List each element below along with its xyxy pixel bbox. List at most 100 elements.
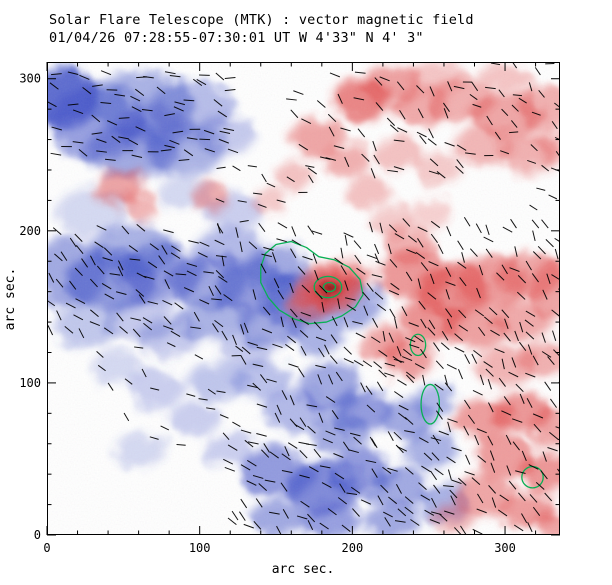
vector-segment bbox=[224, 466, 235, 472]
vector-segment bbox=[417, 278, 422, 289]
vector-segment bbox=[307, 513, 316, 523]
vector-segment bbox=[317, 374, 323, 385]
vector-segment bbox=[374, 77, 383, 86]
vector-segment bbox=[538, 90, 545, 98]
vector-segment bbox=[354, 71, 366, 74]
vector-segment bbox=[291, 226, 297, 237]
vector-segment bbox=[221, 255, 225, 267]
vector-segment bbox=[150, 387, 160, 391]
vector-segment bbox=[324, 344, 330, 355]
vector-segment bbox=[525, 260, 532, 271]
vector-segment bbox=[533, 423, 542, 433]
vector-segment bbox=[501, 358, 505, 370]
vector-segment bbox=[562, 477, 569, 485]
vector-segment bbox=[360, 382, 366, 393]
vector-segment bbox=[371, 438, 378, 449]
vector-segment bbox=[422, 374, 426, 386]
vector-segment bbox=[427, 138, 437, 146]
vector-segment bbox=[376, 381, 384, 392]
vector-segment bbox=[486, 115, 493, 126]
vector-segment bbox=[429, 86, 435, 97]
vector-segment bbox=[530, 144, 538, 152]
vector-segment bbox=[280, 482, 288, 492]
vector-segment bbox=[551, 121, 558, 130]
vector-segment bbox=[420, 318, 427, 329]
vector-segment bbox=[374, 253, 380, 264]
vector-segment bbox=[483, 316, 493, 325]
vector-segment bbox=[235, 345, 244, 352]
vector-segment bbox=[396, 81, 405, 91]
vector-segment bbox=[541, 219, 549, 229]
vector-segment bbox=[525, 372, 536, 378]
x-axis-label: arc sec. bbox=[272, 562, 335, 577]
vector-segment bbox=[476, 428, 487, 434]
vector-segment bbox=[211, 298, 222, 301]
vector-segment bbox=[215, 72, 225, 81]
vector-segment bbox=[494, 131, 501, 140]
vector-segment bbox=[173, 106, 184, 112]
vector-segment bbox=[540, 470, 548, 480]
vector-segment bbox=[252, 289, 257, 300]
vector-segment bbox=[163, 325, 174, 330]
vector-segment bbox=[555, 426, 559, 429]
vector-segment bbox=[54, 253, 63, 262]
vector-segment bbox=[341, 524, 351, 532]
vector-segment bbox=[300, 500, 310, 508]
vector-segment bbox=[161, 245, 168, 255]
vector-segment bbox=[459, 277, 467, 287]
vector-segment bbox=[532, 251, 542, 260]
vector-segment bbox=[356, 267, 366, 275]
vector-segment bbox=[322, 438, 333, 444]
vector-segment bbox=[190, 326, 201, 329]
vector-segment bbox=[415, 251, 426, 259]
vector-segment bbox=[138, 294, 146, 304]
vector-segment bbox=[372, 140, 377, 152]
vector-segment bbox=[490, 329, 500, 336]
vector-segment bbox=[446, 363, 457, 370]
vector-segment bbox=[428, 128, 434, 139]
vector-segment bbox=[186, 137, 198, 140]
vector-segment bbox=[149, 243, 159, 251]
vector-segment bbox=[403, 348, 412, 357]
vector-segment bbox=[281, 470, 293, 474]
vector-segment bbox=[163, 316, 172, 325]
vector-segment bbox=[313, 321, 322, 331]
vector-segment bbox=[512, 441, 520, 451]
vector-segment bbox=[170, 330, 181, 337]
vector-segment bbox=[261, 449, 270, 458]
vector-segment bbox=[96, 351, 104, 358]
vector-segment bbox=[318, 347, 325, 358]
vector-segment bbox=[214, 320, 224, 328]
vector-segment bbox=[144, 275, 155, 280]
vector-segment bbox=[471, 477, 481, 485]
vector-segment bbox=[479, 374, 485, 386]
vector-segment bbox=[90, 255, 96, 266]
vector-segment bbox=[531, 219, 540, 229]
vector-segment bbox=[102, 257, 113, 262]
vector-segment bbox=[240, 429, 252, 434]
vector-segment bbox=[143, 322, 153, 331]
vector-segment bbox=[261, 253, 272, 258]
vector-segment bbox=[289, 395, 295, 406]
vector-segment bbox=[170, 252, 181, 259]
vector-segment bbox=[299, 417, 307, 427]
vector-segment bbox=[501, 264, 508, 275]
vector-segment bbox=[131, 106, 142, 112]
vector-segment bbox=[176, 444, 186, 446]
vector-segment bbox=[401, 306, 408, 317]
vector-segment bbox=[247, 341, 258, 346]
vector-segment bbox=[476, 508, 487, 514]
vector-segment bbox=[501, 410, 512, 416]
vector-segment bbox=[147, 301, 159, 305]
vector-segment bbox=[203, 271, 215, 274]
vector-segment bbox=[198, 398, 208, 401]
vector-segment bbox=[511, 120, 518, 128]
vector-segment bbox=[329, 72, 341, 78]
vector-segment bbox=[49, 82, 59, 90]
vector-segment bbox=[546, 273, 551, 284]
vector-segment bbox=[443, 485, 454, 488]
vector-segment bbox=[514, 246, 518, 257]
vector-segment bbox=[464, 471, 475, 476]
vector-segment bbox=[348, 449, 359, 454]
vector-segment bbox=[277, 222, 288, 229]
